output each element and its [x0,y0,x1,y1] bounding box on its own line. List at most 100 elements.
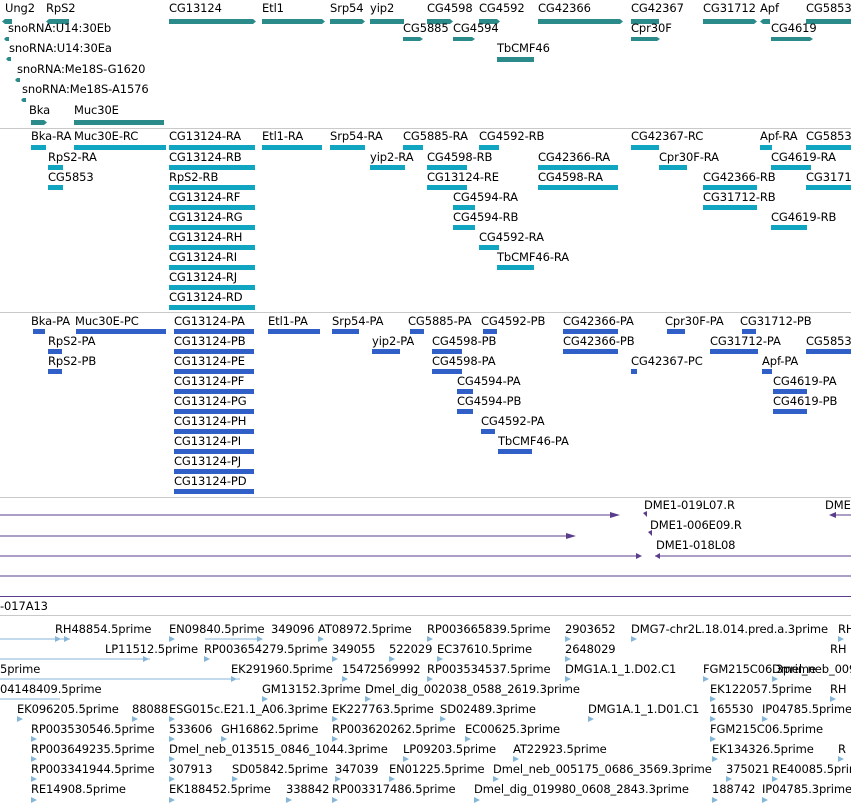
protein-label[interactable]: Bka-PA [31,314,71,328]
protein-label[interactable]: CG42366-PB [563,334,635,348]
protein-label[interactable]: CG13124-PE [174,354,245,368]
gene-label[interactable]: snoRNA:U14:30Ea [9,41,112,55]
est-label[interactable]: RE14908.5prime [31,782,126,796]
protein-label[interactable]: CG13124-PG [174,394,247,408]
transcript-label[interactable]: CG13124-RJ [169,270,238,284]
est-label[interactable]: DMG7-chr2L.18.014.pred.a.3prime [631,622,828,636]
est-bars-row1[interactable] [0,636,851,662]
transcript-label[interactable]: CG13124-RH [169,230,243,244]
transcript-bars-row6[interactable] [0,244,851,252]
est-label[interactable]: 349055 [332,642,376,656]
protein-label[interactable]: CG5885-PA [408,314,472,328]
gene-label[interactable]: Cpr30F [631,21,672,35]
est-label[interactable]: IP04785.3prime [762,782,851,796]
gene-label[interactable]: Apf [760,1,779,15]
est-label[interactable]: RE40085.5prime [772,762,851,776]
est-label[interactable]: AT08972.5prime [318,622,412,636]
transcript-label[interactable]: CG4598-RA [538,170,603,184]
gene-label[interactable]: CG13124 [169,1,222,15]
transcript-bars-row7[interactable] [0,264,851,272]
transcript-label[interactable]: Etl1-RA [262,129,304,143]
transcript-label[interactable]: CG5853 [48,170,94,184]
est-label[interactable]: EK134326.5prime [712,742,814,756]
clone-lines[interactable] [0,510,851,580]
gene-label[interactable]: Ung2 [5,1,35,15]
transcript-label[interactable]: yip2-RA [370,150,414,164]
protein-label[interactable]: CG4594-PB [457,394,522,408]
gene-bars-row5[interactable] [0,97,40,105]
transcript-bars-row3[interactable] [0,184,851,192]
protein-label[interactable]: CG13124-PD [174,474,247,488]
est-label[interactable]: EK096205.5prime [17,702,119,716]
protein-label[interactable]: CG4594-PA [457,374,521,388]
est-label[interactable]: RP003649235.5prime [31,742,155,756]
transcript-label[interactable]: CG13124-RB [169,150,242,164]
gene-label[interactable]: CG4598 [427,1,473,15]
protein-label[interactable]: CG4592-PB [481,314,546,328]
gene-label[interactable]: CG42367 [631,1,684,15]
gene-bars-row4[interactable] [0,77,40,85]
transcript-label[interactable]: CG42367-RC [631,129,704,143]
est-label[interactable]: EC37610.5prime [437,642,532,656]
gene-label[interactable]: CG5853 [806,1,851,15]
transcript-label[interactable]: CG4619-RA [771,150,836,164]
transcript-bars-row8[interactable] [0,284,300,292]
transcript-label[interactable]: CG13124-RE [427,170,499,184]
gene-label[interactable]: CG4592 [479,1,525,15]
est-label[interactable]: AT22923.5prime [513,742,607,756]
est-label[interactable]: 88088 [132,702,169,716]
gene-label[interactable]: snoRNA:Me18S-A1576 [22,82,149,96]
protein-bars-row1[interactable] [0,328,851,336]
est-label[interactable]: GH16862.5prime [221,722,319,736]
transcript-bars-row1[interactable] [0,144,851,152]
clone-label[interactable]: DME1-018L08 [656,538,736,552]
est-label[interactable]: RP003341944.5prime [31,762,155,776]
gene-bars-row6[interactable] [0,118,200,128]
est-label[interactable]: FGM215C06.3prime [703,662,816,676]
gene-bars-row1[interactable] [0,16,851,26]
gene-bars-row3[interactable] [0,56,851,64]
clone-line[interactable] [0,596,851,597]
transcript-label[interactable]: Srp54-RA [330,129,383,143]
est-label[interactable]: 2903652 [565,622,616,636]
transcript-bars-row2[interactable] [0,164,851,172]
est-label[interactable]: 533606 [169,722,213,736]
est-label[interactable]: RP003620262.5prime [332,722,456,736]
est-label[interactable]: DMG1A.1_1.D01.C1 [588,702,700,716]
transcript-bars-row5[interactable] [0,224,851,232]
est-label[interactable]: RP003534537.5prime [427,662,551,676]
transcript-label[interactable]: Muc30E-RC [74,129,139,143]
est-label[interactable]: Dmel_neb_013515_0846_1044.3prime [169,742,388,756]
protein-label[interactable]: CG13124-PB [174,334,246,348]
protein-bars-row8[interactable] [0,468,300,476]
protein-label[interactable]: CG4592-PA [481,414,545,428]
est-label[interactable]: EK188452.5prime [169,782,271,796]
est-label[interactable]: SD02489.3prime [440,702,536,716]
gene-label[interactable]: TbCMF46 [497,41,550,55]
transcript-label[interactable]: CG31712-RA [806,170,851,184]
protein-label[interactable]: CG13124-PF [174,374,245,388]
est-bars-row8[interactable] [0,776,851,784]
protein-label[interactable]: yip2-PA [372,334,415,348]
gene-label[interactable]: snoRNA:U14:30Eb [8,21,112,35]
protein-bars-row3[interactable] [0,368,851,376]
protein-bars-row9[interactable] [0,488,300,496]
protein-label[interactable]: CG4619-PB [773,394,838,408]
transcript-label[interactable]: CG4592-RA [479,230,544,244]
clone-label[interactable]: DME1-006E09.R [650,518,742,532]
est-label[interactable]: LP09203.5prime [403,742,496,756]
transcript-label[interactable]: RpS2-RB [169,170,219,184]
gene-label[interactable]: Srp54 [330,1,364,15]
est-label[interactable]: EC00625.3prime [465,722,560,736]
protein-label[interactable]: CG4619-PA [773,374,837,388]
protein-bars-row5[interactable] [0,408,851,416]
est-bars-row4[interactable] [0,696,851,704]
protein-label[interactable]: CG5853 [806,334,851,348]
protein-label[interactable]: CG42367-PC [631,354,703,368]
gene-label[interactable]: Bka [29,103,51,117]
est-label[interactable]: 338842 [286,782,330,796]
protein-label[interactable]: CG31712-PA [710,334,781,348]
transcript-label[interactable]: RpS2-RA [48,150,97,164]
gene-label[interactable]: CG42366 [538,1,591,15]
